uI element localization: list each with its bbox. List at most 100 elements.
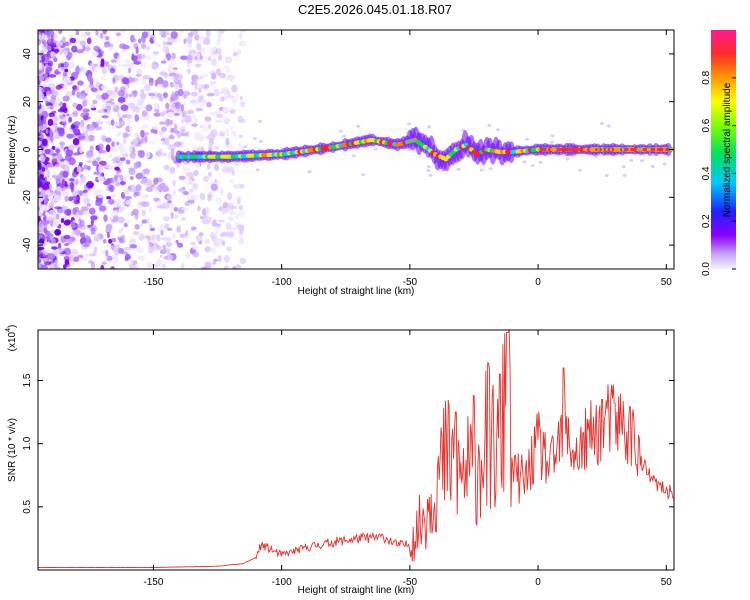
noise-blob bbox=[156, 92, 162, 99]
noise-blob bbox=[57, 108, 66, 113]
noise-blob bbox=[650, 165, 655, 168]
noise-blob bbox=[121, 193, 126, 200]
noise-blob bbox=[238, 119, 246, 124]
noise-blob bbox=[211, 219, 217, 227]
noise-blob bbox=[194, 34, 200, 41]
noise-blob bbox=[146, 262, 153, 269]
x-tick-label: 50 bbox=[661, 577, 673, 588]
noise-blob bbox=[185, 230, 189, 236]
noise-blob bbox=[111, 193, 117, 198]
noise-blob bbox=[74, 121, 81, 127]
noise-blob bbox=[38, 235, 42, 239]
noise-blob bbox=[120, 30, 126, 33]
ridge-core bbox=[597, 148, 600, 151]
noise-blob bbox=[208, 138, 215, 145]
noise-blob bbox=[61, 225, 65, 228]
noise-blob bbox=[120, 146, 128, 155]
noise-blob bbox=[135, 46, 139, 55]
noise-blob bbox=[426, 165, 431, 169]
noise-blob bbox=[120, 104, 129, 111]
noise-blob bbox=[190, 91, 199, 97]
snr-y-ticks: 0.5 1.0 1.5 bbox=[22, 373, 674, 514]
colorbar-ticks: 0.0 0.2 0.4 0.6 0.8 bbox=[701, 70, 736, 276]
noise-blob bbox=[212, 232, 219, 236]
noise-blob bbox=[117, 216, 125, 224]
noise-blob bbox=[86, 160, 94, 164]
noise-blob bbox=[49, 106, 54, 110]
noise-blob bbox=[151, 63, 158, 70]
noise-blob bbox=[38, 39, 42, 46]
noise-blob bbox=[239, 96, 243, 101]
noise-blob bbox=[211, 234, 217, 243]
noise-blob bbox=[100, 264, 105, 269]
noise-blob bbox=[208, 124, 211, 130]
x-tick-label: -50 bbox=[403, 277, 418, 288]
noise-blob bbox=[307, 170, 312, 174]
noise-blob bbox=[138, 38, 142, 44]
noise-blob bbox=[110, 266, 115, 269]
noise-blob bbox=[156, 76, 164, 85]
noise-blob bbox=[45, 189, 51, 195]
noise-blob bbox=[161, 263, 167, 269]
noise-blob bbox=[197, 135, 206, 142]
noise-blob bbox=[103, 214, 108, 222]
noise-blob bbox=[85, 151, 94, 159]
noise-blob bbox=[123, 222, 128, 228]
x-tick-label: -150 bbox=[143, 577, 163, 588]
noise-blob bbox=[41, 167, 46, 172]
noise-blob bbox=[45, 66, 53, 72]
noise-blob bbox=[215, 68, 222, 76]
noise-blob bbox=[50, 95, 57, 100]
noise-blob bbox=[69, 181, 75, 190]
noise-blob bbox=[43, 30, 49, 34]
noise-blob bbox=[77, 80, 84, 86]
noise-blob bbox=[47, 118, 54, 126]
noise-blob bbox=[197, 205, 201, 212]
noise-blob bbox=[204, 55, 209, 63]
noise-blob bbox=[427, 125, 431, 129]
noise-blob bbox=[130, 176, 134, 180]
noise-blob bbox=[530, 164, 535, 168]
noise-blob bbox=[203, 84, 210, 89]
noise-blob bbox=[50, 238, 56, 245]
noise-blob bbox=[172, 112, 181, 117]
noise-blob bbox=[174, 90, 181, 96]
noise-blob bbox=[156, 258, 163, 266]
noise-blob bbox=[42, 138, 48, 147]
noise-blob bbox=[258, 119, 262, 123]
noise-blob bbox=[51, 110, 57, 114]
noise-blob bbox=[224, 95, 228, 101]
noise-blob bbox=[90, 261, 95, 269]
noise-blob bbox=[75, 224, 83, 229]
noise-blob bbox=[128, 167, 136, 176]
noise-blob bbox=[42, 204, 48, 209]
noise-blob bbox=[62, 95, 70, 102]
snr-y-label: SNR (10 * v/v) bbox=[7, 418, 18, 482]
noise-blob bbox=[105, 35, 110, 41]
noise-blob bbox=[96, 156, 101, 162]
noise-blob bbox=[144, 136, 148, 144]
noise-blob bbox=[44, 79, 49, 83]
noise-blob bbox=[125, 159, 131, 165]
noise-blob bbox=[66, 113, 70, 117]
noise-blob bbox=[162, 45, 170, 53]
noise-blob bbox=[195, 63, 202, 68]
noise-blob bbox=[227, 192, 233, 201]
noise-blob bbox=[79, 147, 84, 154]
noise-blob bbox=[238, 142, 242, 147]
ridge-core bbox=[595, 148, 598, 151]
noise-blob bbox=[180, 104, 184, 112]
noise-blob bbox=[187, 199, 195, 204]
noise-blob bbox=[44, 181, 51, 186]
ridge-core bbox=[587, 148, 590, 151]
noise-blob bbox=[151, 234, 156, 242]
ridge-core bbox=[585, 148, 588, 151]
noise-blob bbox=[114, 182, 121, 187]
noise-blob bbox=[165, 242, 171, 247]
noise-blob bbox=[114, 200, 118, 208]
snr-x-ticks: -150 -100 -50 0 50 bbox=[143, 330, 672, 588]
noise-blob bbox=[192, 264, 197, 268]
noise-blob bbox=[117, 60, 122, 64]
noise-blob bbox=[118, 229, 122, 235]
noise-blob bbox=[157, 148, 163, 156]
